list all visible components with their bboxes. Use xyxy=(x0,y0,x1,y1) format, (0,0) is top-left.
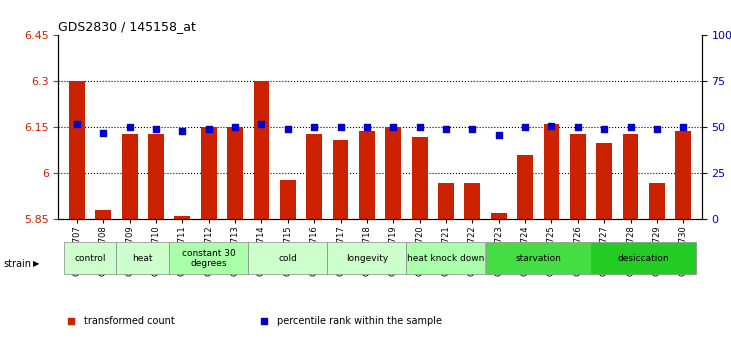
Point xyxy=(335,125,346,130)
FancyBboxPatch shape xyxy=(116,242,169,274)
Text: GDS2830 / 145158_at: GDS2830 / 145158_at xyxy=(58,20,197,33)
Point xyxy=(599,126,610,132)
Point xyxy=(414,125,425,130)
Text: starvation: starvation xyxy=(515,254,561,263)
Point xyxy=(493,132,504,138)
Point xyxy=(308,125,320,130)
Point xyxy=(256,121,268,127)
Text: constant 30
degrees: constant 30 degrees xyxy=(182,249,235,268)
Bar xyxy=(544,124,559,219)
Point xyxy=(71,121,83,127)
Bar xyxy=(359,131,375,219)
Text: heat: heat xyxy=(132,254,153,263)
Bar xyxy=(596,143,612,219)
Bar xyxy=(570,133,586,219)
Bar xyxy=(201,127,216,219)
FancyBboxPatch shape xyxy=(485,242,591,274)
Bar xyxy=(438,183,454,219)
Bar xyxy=(148,133,164,219)
Point xyxy=(361,125,373,130)
Point xyxy=(177,128,189,134)
FancyBboxPatch shape xyxy=(249,242,327,274)
Text: longevity: longevity xyxy=(346,254,388,263)
Point xyxy=(203,126,215,132)
FancyBboxPatch shape xyxy=(64,242,116,274)
Point xyxy=(97,130,109,136)
Text: desiccation: desiccation xyxy=(618,254,670,263)
Point xyxy=(625,125,637,130)
Text: cold: cold xyxy=(279,254,298,263)
Bar xyxy=(254,81,270,219)
Bar xyxy=(675,131,692,219)
Bar xyxy=(280,179,296,219)
FancyBboxPatch shape xyxy=(406,242,485,274)
Point xyxy=(124,125,135,130)
Bar xyxy=(95,210,111,219)
Point xyxy=(282,126,294,132)
Text: percentile rank within the sample: percentile rank within the sample xyxy=(277,316,442,326)
Bar xyxy=(122,133,137,219)
Bar xyxy=(623,133,638,219)
Point xyxy=(572,125,583,130)
Bar xyxy=(306,133,322,219)
Bar xyxy=(491,213,507,219)
Bar xyxy=(464,183,480,219)
Point xyxy=(678,125,689,130)
Point xyxy=(491,91,503,97)
Point xyxy=(466,126,478,132)
Text: transformed count: transformed count xyxy=(84,316,175,326)
Bar xyxy=(412,137,428,219)
FancyBboxPatch shape xyxy=(327,242,406,274)
FancyBboxPatch shape xyxy=(169,242,248,274)
Text: control: control xyxy=(75,254,106,263)
Bar xyxy=(649,183,665,219)
Bar xyxy=(333,140,349,219)
Point xyxy=(651,126,663,132)
Point xyxy=(519,125,531,130)
Bar xyxy=(385,127,401,219)
Bar xyxy=(69,81,85,219)
Point xyxy=(150,126,162,132)
Bar xyxy=(175,216,190,219)
Bar xyxy=(227,127,243,219)
Text: heat knock down: heat knock down xyxy=(407,254,485,263)
Point xyxy=(230,125,241,130)
Bar xyxy=(518,155,533,219)
Point xyxy=(545,123,557,129)
FancyBboxPatch shape xyxy=(591,242,696,274)
Point xyxy=(387,125,399,130)
Text: strain: strain xyxy=(4,259,31,269)
Point xyxy=(440,126,452,132)
Text: ▶: ▶ xyxy=(33,259,39,268)
